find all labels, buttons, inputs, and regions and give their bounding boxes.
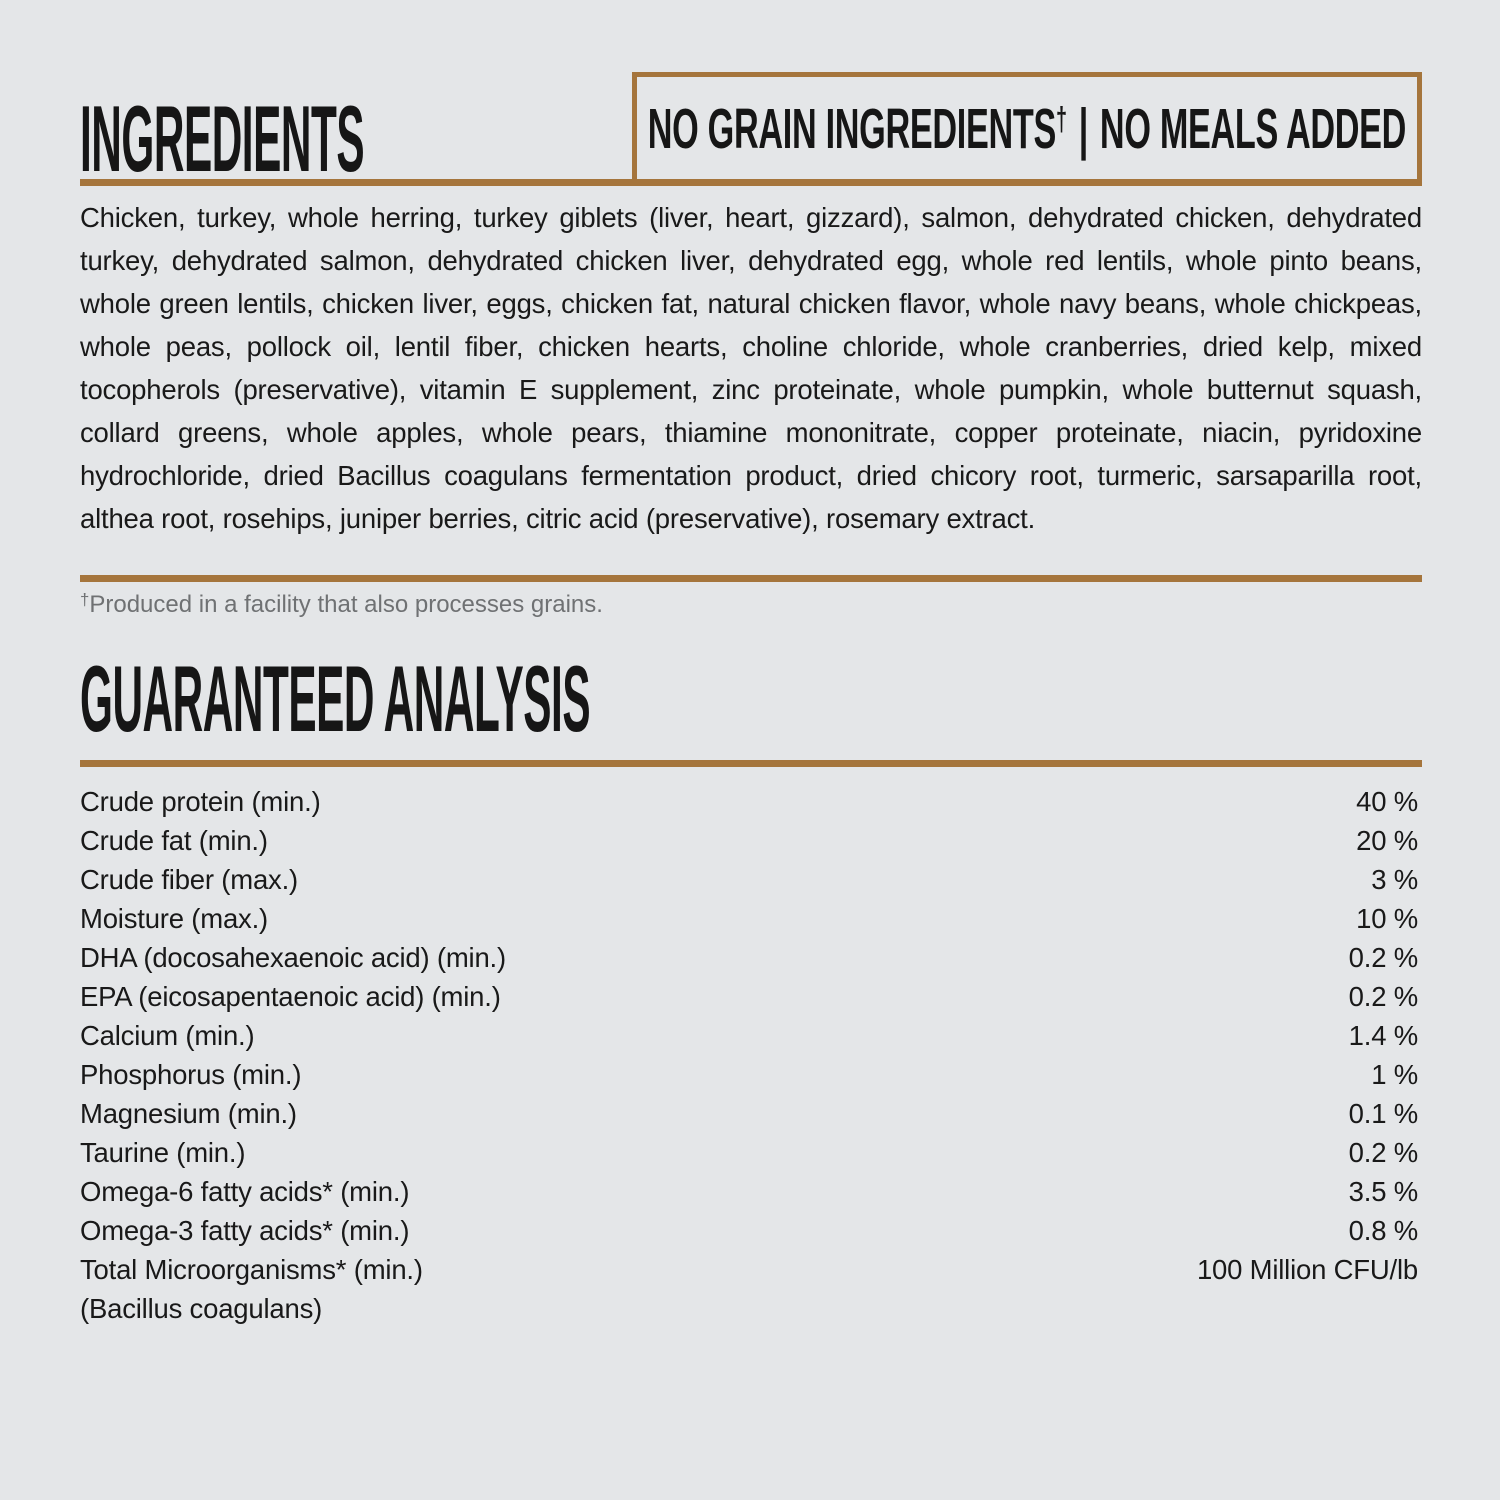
table-row: (Bacillus coagulans) [80,1293,1418,1332]
grain-facility-footnote: †Produced in a facility that also proces… [80,590,1422,619]
row-value: 1 % [1371,1059,1418,1090]
divider-under-analysis-title [80,760,1422,767]
badge-separator: | [1078,97,1089,161]
table-row: Moisture (max.) 10 % [80,903,1418,942]
table-row: Crude fiber (max.) 3 % [80,864,1418,903]
row-label: DHA (docosahexaenoic acid) (min.) [80,942,506,973]
row-value: 20 % [1356,825,1418,856]
row-label: Phosphorus (min.) [80,1059,302,1090]
guaranteed-analysis-title: GUARANTEED ANALYSIS [80,646,591,751]
row-label: Crude fat (min.) [80,825,268,856]
divider-above-footnote [80,575,1422,582]
table-row: Omega-6 fatty acids* (min.) 3.5 % [80,1176,1418,1215]
row-value: 3 % [1371,864,1418,895]
badge-left-text: NO GRAIN INGREDIENTS [647,97,1057,161]
row-label: Crude fiber (max.) [80,864,298,895]
table-row: Omega-3 fatty acids* (min.) 0.8 % [80,1215,1418,1254]
ingredients-title: INGREDIENTS [80,86,365,191]
row-label: Crude protein (min.) [80,786,321,817]
no-grain-badge-text: NO GRAIN INGREDIENTS† | NO MEALS ADDED [647,96,1407,162]
row-value: 0.8 % [1348,1215,1419,1246]
row-value: 1.4 % [1348,1020,1419,1051]
row-value: 100 Million CFU/lb [1196,1254,1418,1285]
badge-dagger: † [1056,100,1067,138]
row-label: EPA (eicosapentaenoic acid) (min.) [80,981,501,1012]
table-row: Crude fat (min.) 20 % [80,825,1418,864]
row-label: Magnesium (min.) [80,1098,297,1129]
row-value: 0.1 % [1348,1098,1419,1129]
row-label: Taurine (min.) [80,1137,246,1168]
row-value: 0.2 % [1348,981,1419,1012]
table-row: Crude protein (min.) 40 % [80,786,1418,825]
divider-under-header [80,179,1422,186]
table-row: Magnesium (min.) 0.1 % [80,1098,1418,1137]
row-label: (Bacillus coagulans) [80,1293,323,1324]
badge-right-text: NO MEALS ADDED [1100,97,1407,161]
row-label: Omega-3 fatty acids* (min.) [80,1215,410,1246]
ingredient-list-paragraph: Chicken, turkey, whole herring, turkey g… [80,202,1422,534]
table-row: DHA (docosahexaenoic acid) (min.) 0.2 % [80,942,1418,981]
footnote-text: Produced in a facility that also process… [89,591,603,618]
row-label: Calcium (min.) [80,1020,255,1051]
table-row: Total Microorganisms* (min.) 100 Million… [80,1254,1418,1293]
row-value: 0.2 % [1348,942,1419,973]
table-row: Phosphorus (min.) 1 % [80,1059,1418,1098]
guaranteed-analysis-table: Crude protein (min.) 40 % Crude fat (min… [80,786,1418,1332]
row-value: 0.2 % [1348,1137,1419,1168]
row-label: Total Microorganisms* (min.) [80,1254,423,1285]
row-value: 40 % [1356,786,1418,817]
row-value: 3.5 % [1348,1176,1419,1207]
row-label: Omega-6 fatty acids* (min.) [80,1176,410,1207]
table-row: EPA (eicosapentaenoic acid) (min.) 0.2 % [80,981,1418,1020]
footnote-dagger: † [80,590,90,610]
table-row: Calcium (min.) 1.4 % [80,1020,1418,1059]
table-row: Taurine (min.) 0.2 % [80,1137,1418,1176]
row-label: Moisture (max.) [80,903,268,934]
row-value: 10 % [1356,903,1418,934]
no-grain-badge: NO GRAIN INGREDIENTS† | NO MEALS ADDED [632,72,1422,186]
